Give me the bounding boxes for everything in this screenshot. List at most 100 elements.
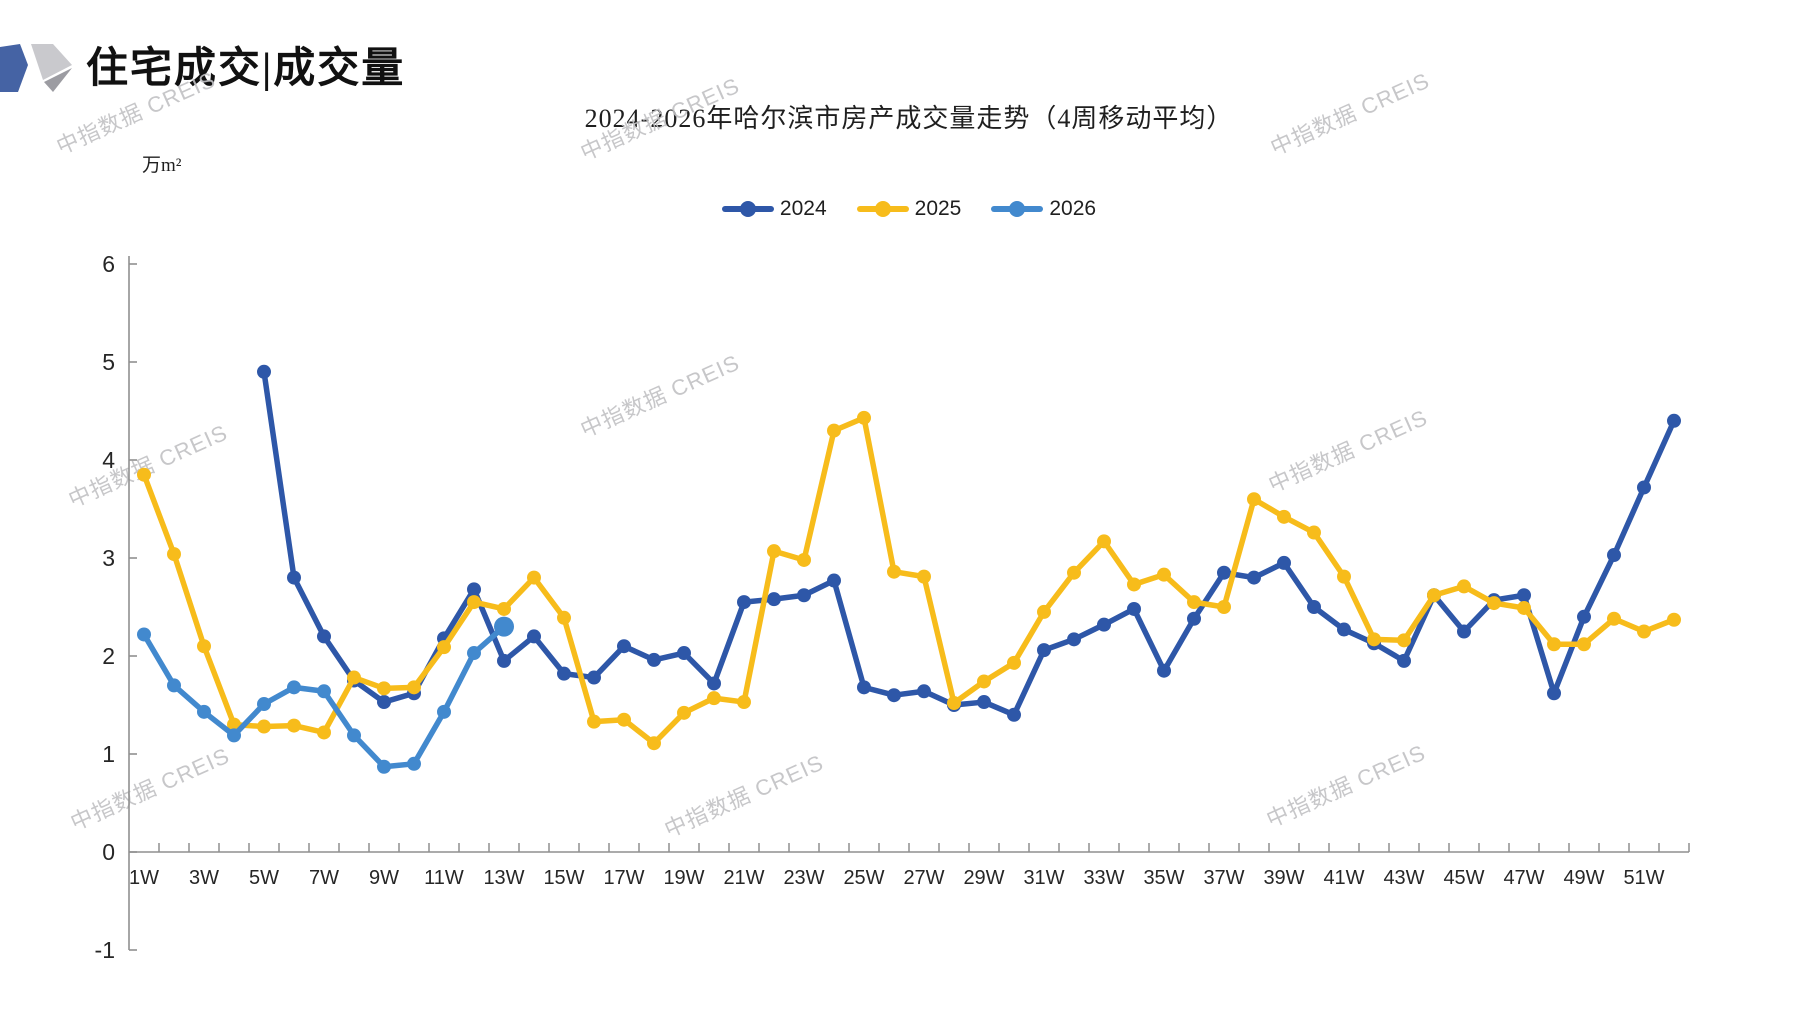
data-point-2026 xyxy=(467,646,481,661)
data-point-2025 xyxy=(1547,637,1561,652)
data-point-2024 xyxy=(377,695,391,710)
data-point-2025 xyxy=(1127,577,1141,592)
data-point-2025 xyxy=(677,705,691,720)
data-point-2025 xyxy=(377,681,391,696)
data-point-2025 xyxy=(857,410,871,425)
x-tick-label: 15W xyxy=(543,867,584,889)
data-point-2026 xyxy=(167,678,181,693)
x-tick-label: 41W xyxy=(1323,867,1364,889)
data-point-2025 xyxy=(137,467,151,482)
data-point-2025 xyxy=(647,736,661,751)
data-point-2026 xyxy=(287,680,301,695)
y-tick-label: 1 xyxy=(102,741,115,767)
data-point-2025 xyxy=(1607,611,1621,626)
data-point-2024 xyxy=(1187,611,1201,626)
data-point-2024 xyxy=(707,676,721,691)
data-point-2026 xyxy=(494,616,514,637)
data-point-2024 xyxy=(527,629,541,644)
data-point-2025 xyxy=(767,544,781,559)
data-point-2024 xyxy=(1607,548,1621,563)
x-tick-label: 7W xyxy=(309,867,339,889)
x-tick-label: 31W xyxy=(1023,867,1064,889)
x-tick-label: 3W xyxy=(189,867,219,889)
data-point-2025 xyxy=(1037,604,1051,619)
data-point-2024 xyxy=(617,639,631,654)
data-point-2025 xyxy=(1097,534,1111,549)
data-point-2024 xyxy=(1397,653,1411,668)
data-point-2025 xyxy=(197,639,211,654)
legend-marker-icon xyxy=(991,201,1044,217)
data-point-2024 xyxy=(497,653,511,668)
legend-marker-dot-icon xyxy=(874,201,891,217)
x-tick-label: 49W xyxy=(1563,867,1604,889)
legend-marker-dot-icon xyxy=(1009,201,1026,217)
x-tick-label: 35W xyxy=(1143,867,1184,889)
creis-logo-icon xyxy=(0,44,72,92)
data-point-2026 xyxy=(377,759,391,774)
data-point-2025 xyxy=(1187,595,1201,610)
data-point-2025 xyxy=(737,695,751,710)
legend-item-2025[interactable]: 2025 xyxy=(856,197,961,221)
legend-item-2024[interactable]: 2024 xyxy=(721,197,827,221)
data-point-2025 xyxy=(617,712,631,727)
data-point-2025 xyxy=(1247,492,1261,507)
y-tick-label: 0 xyxy=(102,839,115,865)
data-point-2024 xyxy=(1307,600,1321,614)
chart-title: 2024-2026年哈尔滨市房产成交量走势（4周移动平均） xyxy=(584,104,1234,133)
data-point-2025 xyxy=(1517,600,1531,615)
data-point-2025 xyxy=(947,696,961,711)
data-point-2025 xyxy=(1067,565,1081,580)
data-point-2025 xyxy=(167,547,181,562)
x-tick-label: 19W xyxy=(663,867,704,889)
data-point-2024 xyxy=(1667,413,1681,428)
data-point-2024 xyxy=(887,688,901,703)
data-point-2025 xyxy=(257,719,271,734)
x-tick-label: 47W xyxy=(1503,867,1544,889)
x-tick-label: 27W xyxy=(903,867,944,889)
data-point-2024 xyxy=(677,646,691,661)
data-point-2025 xyxy=(1277,509,1291,524)
data-point-2025 xyxy=(1307,525,1321,540)
data-point-2024 xyxy=(1157,663,1171,678)
data-point-2026 xyxy=(347,728,361,743)
chart-legend: 2024 2025 2026 xyxy=(129,197,1689,221)
data-point-2025 xyxy=(287,718,301,733)
data-point-2024 xyxy=(317,629,331,644)
data-point-2026 xyxy=(437,704,451,719)
data-point-2025 xyxy=(347,670,361,685)
legend-item-2026[interactable]: 2026 xyxy=(991,197,1096,221)
x-tick-label: 33W xyxy=(1083,867,1124,889)
data-point-2025 xyxy=(887,564,901,579)
data-point-2025 xyxy=(1637,624,1651,639)
series-line-2025 xyxy=(141,415,1677,746)
data-point-2025 xyxy=(407,680,421,695)
data-point-2025 xyxy=(1367,632,1381,647)
data-point-2024 xyxy=(1067,632,1081,647)
data-point-2024 xyxy=(917,684,931,699)
data-point-2026 xyxy=(227,728,241,743)
data-point-2025 xyxy=(317,725,331,740)
x-tick-label: 17W xyxy=(603,867,644,889)
data-point-2025 xyxy=(1217,600,1231,614)
data-point-2026 xyxy=(407,756,421,771)
data-point-2025 xyxy=(707,691,721,706)
data-point-2024 xyxy=(1097,617,1111,632)
data-point-2025 xyxy=(827,423,841,438)
data-point-2025 xyxy=(467,595,481,610)
legend-marker-icon xyxy=(721,201,774,217)
y-tick-label: 5 xyxy=(102,349,115,375)
legend-marker-dot-icon xyxy=(739,201,756,217)
y-tick-label: 3 xyxy=(102,545,115,571)
data-point-2024 xyxy=(827,573,841,588)
data-point-2025 xyxy=(1577,637,1591,652)
data-point-2024 xyxy=(467,582,481,597)
data-point-2024 xyxy=(1577,609,1591,624)
x-tick-label: 51W xyxy=(1623,867,1664,889)
data-point-2024 xyxy=(857,680,871,695)
x-tick-label: 23W xyxy=(783,867,824,889)
data-point-2026 xyxy=(317,684,331,699)
y-tick-label: 6 xyxy=(102,251,115,277)
y-axis-unit-label: 万m² xyxy=(142,155,182,176)
data-point-2024 xyxy=(1337,622,1351,637)
